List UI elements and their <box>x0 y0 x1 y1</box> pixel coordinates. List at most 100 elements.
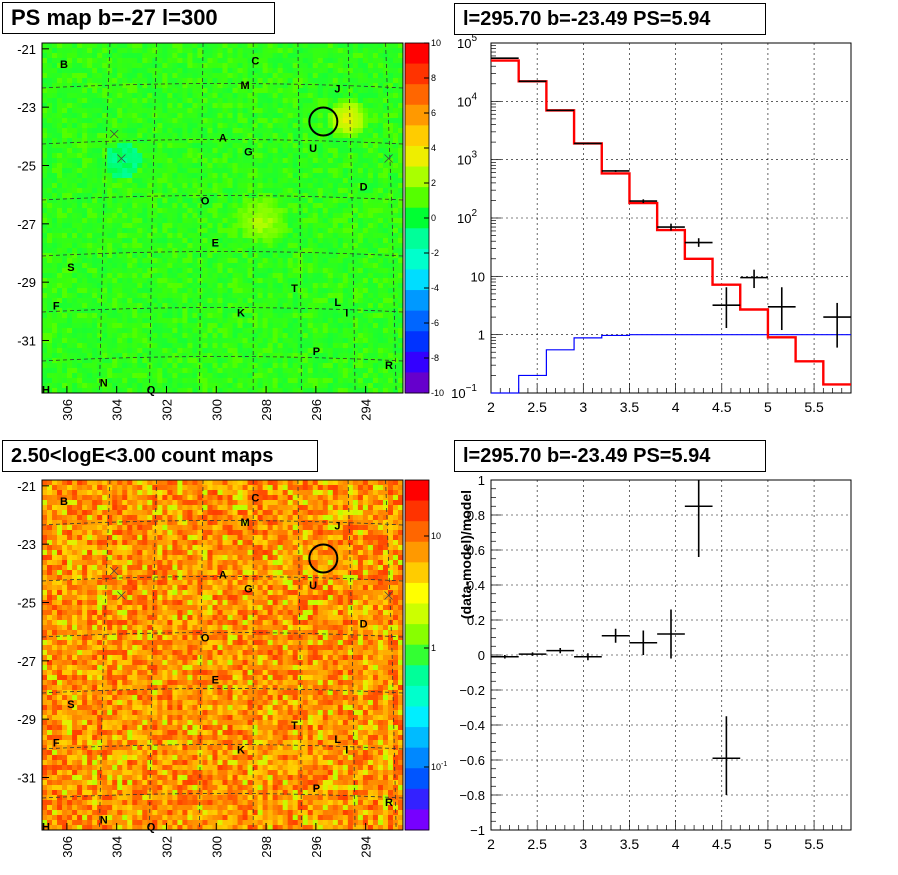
map-pixel <box>272 53 279 59</box>
map-pixel <box>282 243 289 249</box>
map-pixel <box>157 243 163 249</box>
map-pixel <box>272 243 279 249</box>
map-pixel <box>212 123 218 129</box>
map-pixel <box>67 203 73 209</box>
map-pixel <box>307 108 314 114</box>
map-pixel <box>342 238 349 244</box>
map-pixel <box>62 343 68 349</box>
map-pixel <box>227 188 233 194</box>
map-pixel <box>187 153 193 159</box>
map-pixel <box>352 268 359 274</box>
map-pixel <box>77 293 83 299</box>
map-pixel <box>117 178 123 184</box>
map-pixel <box>352 378 359 384</box>
map-pixel <box>182 183 188 189</box>
map-pixel <box>222 238 228 244</box>
map-pixel <box>162 138 168 144</box>
map-pixel <box>52 223 58 229</box>
map-pixel <box>187 253 193 259</box>
map-pixel <box>92 58 98 64</box>
map-pixel <box>182 323 188 329</box>
map-pixel <box>372 308 379 314</box>
map-pixel <box>92 343 98 349</box>
map-pixel <box>317 263 324 269</box>
map-pixel <box>377 193 384 199</box>
map-pixel <box>352 313 359 319</box>
map-pixel <box>297 208 304 214</box>
map-pixel <box>47 343 53 349</box>
map-pixel <box>317 113 324 119</box>
map-pixel <box>337 213 344 219</box>
map-pixel <box>92 213 98 219</box>
map-pixel <box>107 383 113 389</box>
map-pixel <box>42 233 48 239</box>
map-pixel <box>167 93 173 99</box>
map-pixel <box>292 338 299 344</box>
map-pixel <box>92 258 98 264</box>
map-pixel <box>227 238 233 244</box>
map-pixel <box>367 58 374 64</box>
map-pixel <box>222 333 228 339</box>
map-pixel <box>182 368 188 374</box>
map-pixel <box>177 243 183 249</box>
map-pixel <box>157 223 163 229</box>
map-pixel <box>387 313 394 319</box>
map-pixel <box>212 108 218 114</box>
map-pixel <box>237 373 243 379</box>
map-pixel <box>207 373 213 379</box>
map-pixel <box>102 278 108 284</box>
map-pixel <box>122 128 128 134</box>
map-pixel <box>357 113 364 119</box>
map-pixel <box>197 63 203 69</box>
map-pixel <box>127 133 133 139</box>
map-pixel <box>312 323 319 329</box>
map-pixel <box>187 363 193 369</box>
map-pixel <box>82 68 88 74</box>
map-pixel <box>117 63 123 69</box>
map-pixel <box>202 243 208 249</box>
map-pixel <box>117 363 123 369</box>
map-pixel <box>227 333 233 339</box>
map-pixel <box>142 178 148 184</box>
map-pixel <box>187 323 193 329</box>
map-pixel <box>177 368 183 374</box>
map-pixel <box>117 83 123 89</box>
map-pixel <box>277 348 284 354</box>
map-pixel <box>327 263 334 269</box>
map-pixel <box>327 353 334 359</box>
map-pixel <box>292 128 299 134</box>
map-pixel <box>172 98 178 104</box>
map-pixel <box>142 138 148 144</box>
map-pixel <box>197 313 203 319</box>
map-pixel <box>317 63 324 69</box>
map-pixel <box>72 78 78 84</box>
map-pixel <box>307 133 314 139</box>
map-pixel <box>212 343 218 349</box>
map-pixel <box>212 338 218 344</box>
map-pixel <box>232 98 238 104</box>
map-pixel <box>247 83 253 89</box>
map-pixel <box>157 118 163 124</box>
map-pixel <box>322 358 329 364</box>
map-pixel <box>297 113 304 119</box>
map-pixel <box>337 248 344 254</box>
map-pixel <box>397 268 404 274</box>
map-pixel <box>287 198 294 204</box>
map-pixel <box>62 113 68 119</box>
map-pixel <box>167 308 173 314</box>
map-pixel <box>177 298 183 304</box>
map-pixel <box>102 128 108 134</box>
map-pixel <box>337 348 344 354</box>
map-pixel <box>157 233 163 239</box>
map-pixel <box>347 323 354 329</box>
map-pixel <box>167 303 173 309</box>
map-pixel <box>82 118 88 124</box>
map-pixel <box>142 83 148 89</box>
map-pixel <box>67 138 73 144</box>
map-pixel <box>242 168 248 174</box>
map-pixel <box>247 103 253 109</box>
map-pixel <box>367 283 374 289</box>
map-pixel <box>392 313 399 319</box>
map-pixel <box>357 218 364 224</box>
map-pixel <box>82 368 88 374</box>
